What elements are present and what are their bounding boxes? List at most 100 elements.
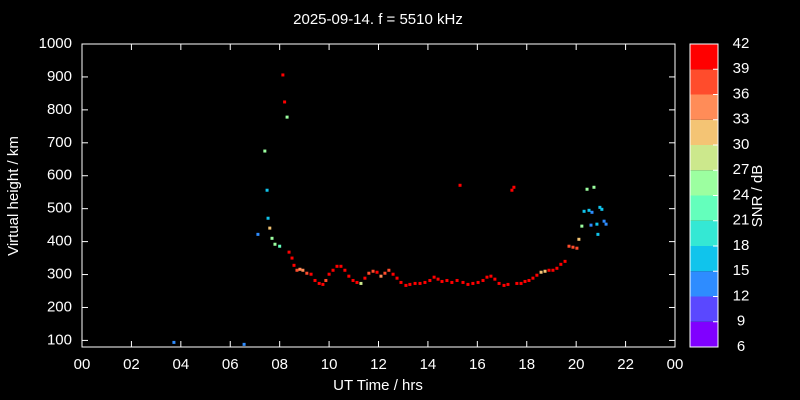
colorbar-tick-label: 33 <box>733 111 750 128</box>
data-point <box>489 274 493 278</box>
colorbar-segment <box>690 296 718 322</box>
data-point <box>571 245 575 249</box>
data-point <box>455 278 459 282</box>
colorbar-segment <box>690 246 718 272</box>
data-point <box>391 272 395 276</box>
colorbar-segment <box>690 145 718 171</box>
data-point <box>481 278 485 282</box>
colorbar-tick-label: 42 <box>733 35 750 52</box>
data-point <box>268 226 272 230</box>
data-point <box>523 279 527 283</box>
data-point <box>551 268 555 272</box>
data-point <box>582 209 586 213</box>
data-point <box>367 271 371 275</box>
data-point <box>298 267 302 271</box>
x-tick-label: 16 <box>469 356 486 373</box>
data-point <box>535 273 539 277</box>
x-tick-label: 06 <box>222 356 239 373</box>
data-point <box>355 280 359 284</box>
data-point <box>301 268 305 272</box>
y-tick-label: 400 <box>47 233 72 250</box>
colorbar-segment <box>690 195 718 221</box>
data-point <box>450 280 454 284</box>
data-point <box>242 342 246 346</box>
colorbar-tick-label: 24 <box>733 186 750 203</box>
data-point <box>567 244 571 248</box>
data-point <box>604 222 608 226</box>
x-tick-label: 14 <box>420 356 437 373</box>
colorbar-segment <box>690 321 718 347</box>
colorbar-segment <box>690 69 718 95</box>
data-point <box>519 281 523 285</box>
data-point <box>506 282 510 286</box>
data-point <box>598 205 602 209</box>
data-point <box>383 271 387 275</box>
y-tick-label: 200 <box>47 298 72 315</box>
data-point <box>428 278 432 282</box>
colorbar-tick-label: 6 <box>737 338 745 355</box>
colorbar-tick-label: 27 <box>733 161 750 178</box>
y-tick-label: 300 <box>47 266 72 283</box>
data-point <box>515 281 519 285</box>
data-point <box>335 264 339 268</box>
data-point <box>278 244 282 248</box>
x-tick-label: 22 <box>617 356 634 373</box>
data-point <box>290 256 294 260</box>
data-point <box>283 100 287 104</box>
data-point <box>555 266 559 270</box>
data-point <box>408 282 412 286</box>
data-point <box>281 73 285 77</box>
colorbar-tick-label: 9 <box>737 313 745 330</box>
data-point <box>285 115 289 119</box>
data-point <box>347 274 351 278</box>
data-point <box>263 149 267 153</box>
data-point <box>404 283 408 287</box>
data-point <box>497 281 501 285</box>
data-point <box>395 276 399 280</box>
y-tick-label: 100 <box>47 331 72 348</box>
colorbar-segment <box>690 220 718 246</box>
y-tick-label: 500 <box>47 200 72 217</box>
colorbar-segment <box>690 94 718 120</box>
colorbar-label: SNR / dB <box>749 165 766 228</box>
data-point <box>331 268 335 272</box>
data-point <box>295 268 299 272</box>
data-point <box>502 283 506 287</box>
data-point <box>577 237 581 241</box>
y-tick-label: 700 <box>47 134 72 151</box>
x-tick-label: 18 <box>518 356 535 373</box>
data-point <box>379 274 383 278</box>
data-point <box>596 232 600 236</box>
data-point <box>600 207 604 211</box>
data-point <box>476 280 480 284</box>
data-point <box>339 264 343 268</box>
data-point <box>423 280 427 284</box>
data-point <box>256 232 260 236</box>
x-tick-label: 10 <box>321 356 338 373</box>
data-point <box>321 282 325 286</box>
data-point <box>413 281 417 285</box>
data-point <box>418 281 422 285</box>
data-point <box>363 276 367 280</box>
data-point <box>589 223 593 227</box>
data-point <box>602 219 606 223</box>
data-point <box>313 278 317 282</box>
y-axis-label: Virtual height / km <box>5 136 22 256</box>
data-point <box>351 278 355 282</box>
data-point <box>575 246 579 250</box>
data-point <box>563 259 567 263</box>
data-point <box>317 281 321 285</box>
colorbar-tick-label: 21 <box>733 212 750 229</box>
y-tick-label: 800 <box>47 101 72 118</box>
x-tick-label: 20 <box>568 356 585 373</box>
data-point <box>471 281 475 285</box>
data-point <box>436 277 440 281</box>
colorbar-tick-label: 39 <box>733 60 750 77</box>
data-point <box>466 282 470 286</box>
data-point <box>512 185 516 189</box>
x-tick-label: 08 <box>271 356 288 373</box>
data-point <box>485 275 489 279</box>
data-point <box>265 188 269 192</box>
